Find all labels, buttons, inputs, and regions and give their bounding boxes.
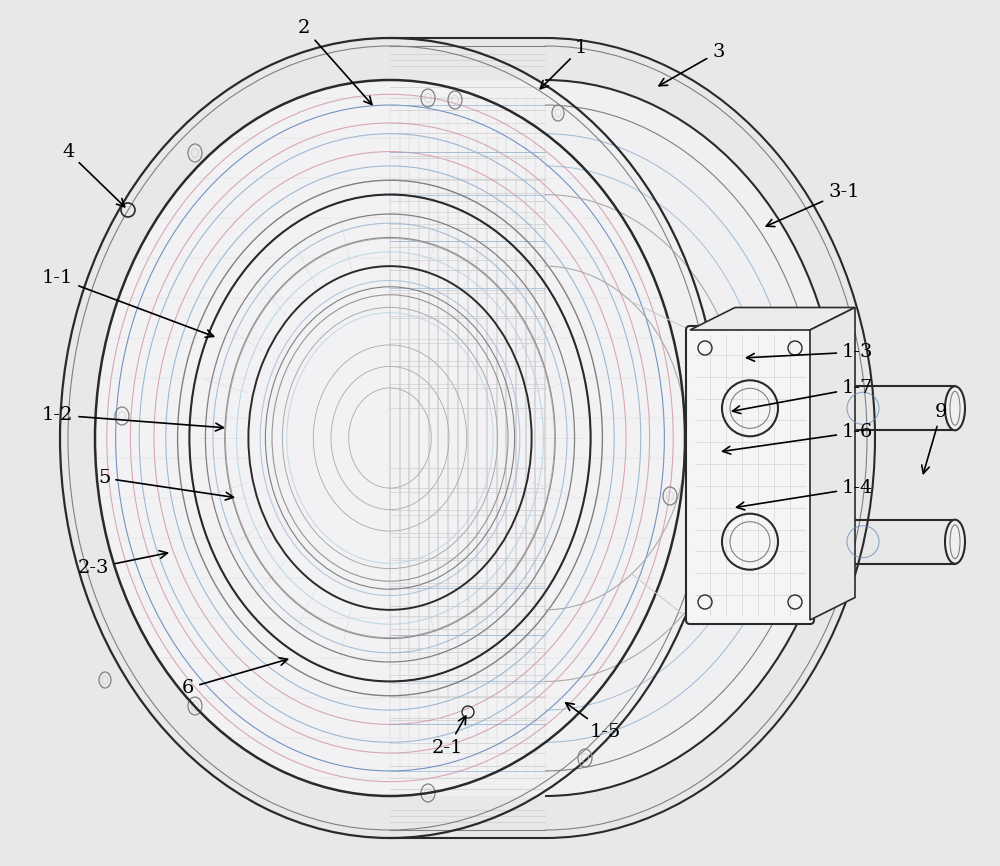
- Text: 1-5: 1-5: [566, 702, 621, 741]
- Text: 1-7: 1-7: [733, 379, 873, 414]
- Polygon shape: [810, 307, 855, 620]
- Text: 3-1: 3-1: [766, 183, 860, 227]
- Text: 2-3: 2-3: [78, 551, 167, 577]
- Text: 3: 3: [659, 43, 724, 86]
- PathPatch shape: [390, 80, 840, 796]
- Text: 1-3: 1-3: [747, 343, 874, 361]
- Ellipse shape: [945, 520, 965, 564]
- Text: 6: 6: [182, 657, 288, 697]
- Text: 1-6: 1-6: [723, 423, 873, 454]
- Text: 9: 9: [922, 403, 948, 474]
- Text: 4: 4: [62, 143, 125, 207]
- Polygon shape: [690, 307, 855, 330]
- Text: 1-2: 1-2: [42, 406, 223, 431]
- Ellipse shape: [945, 386, 965, 430]
- Text: 1-4: 1-4: [737, 479, 873, 510]
- FancyBboxPatch shape: [686, 326, 814, 624]
- Text: 5: 5: [98, 469, 233, 500]
- Text: 2-1: 2-1: [432, 716, 466, 757]
- Text: 1-1: 1-1: [42, 269, 214, 337]
- Ellipse shape: [95, 80, 685, 796]
- Text: 1: 1: [540, 39, 587, 88]
- Text: 2: 2: [298, 19, 372, 105]
